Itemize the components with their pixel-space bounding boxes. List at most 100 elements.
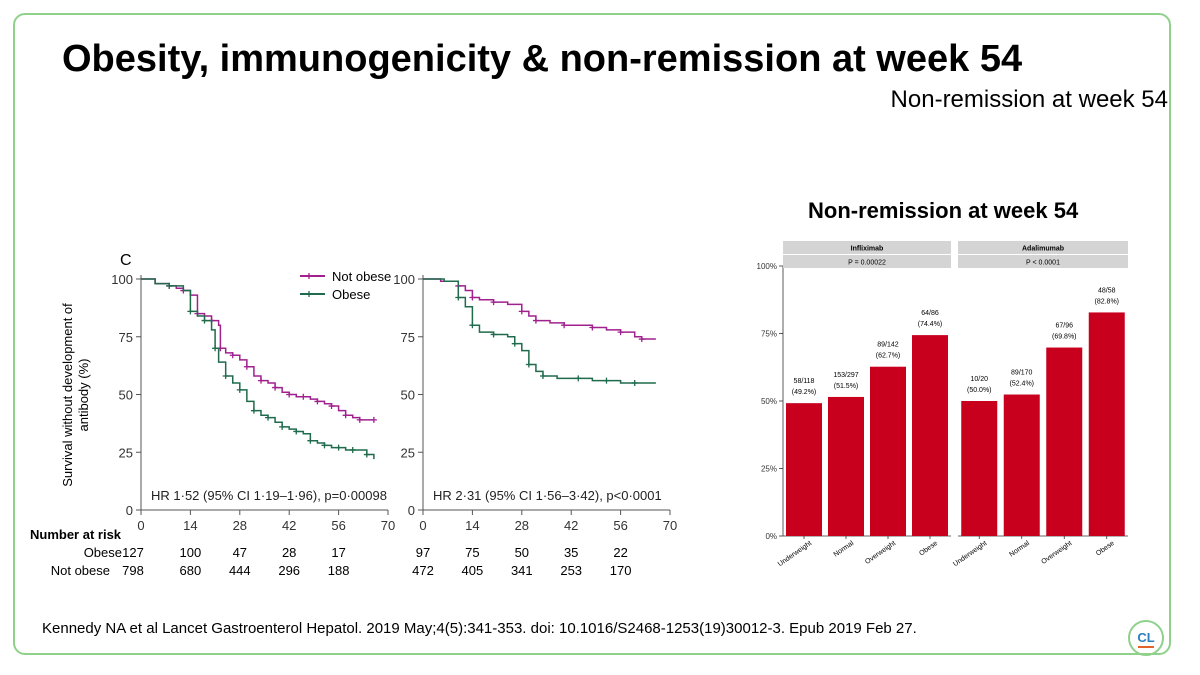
risk-not-obese: 798 (122, 563, 144, 578)
bar-x-tick-label: Underweight (952, 540, 988, 568)
censor-mark (356, 416, 363, 423)
x-tick-label: 70 (381, 518, 395, 533)
legend-label: Not obese (332, 269, 391, 284)
risk-obese: 127 (122, 545, 144, 560)
risk-obese: 47 (233, 545, 247, 560)
censor-mark (617, 329, 624, 336)
y-axis-label-line: antibody (%) (76, 359, 91, 432)
censor-mark (166, 282, 173, 289)
bar-count-label: 64/86 (921, 310, 939, 317)
risk-not-obese: 253 (560, 563, 582, 578)
censor-mark (638, 336, 645, 343)
censor-mark (363, 451, 370, 458)
x-tick-label: 28 (515, 518, 529, 533)
risk-obese: 35 (564, 545, 578, 560)
risk-not-obese: 170 (610, 563, 632, 578)
censor-mark (561, 322, 568, 329)
bar-count-label: 89/142 (877, 342, 899, 349)
censor-mark (187, 308, 194, 315)
x-tick-label: 0 (419, 518, 426, 533)
risk-not-obese: 188 (328, 563, 350, 578)
censor-mark (575, 375, 582, 382)
risk-obese: 28 (282, 545, 296, 560)
bar-x-tick-label: Overweight (864, 540, 897, 566)
facet-header-name (958, 241, 1128, 254)
bar-count-label: 58/118 (794, 378, 815, 385)
cl-logo: CL (1128, 620, 1164, 656)
y-tick-label: 75 (119, 330, 133, 345)
bar-pct-label: (49.2%) (792, 389, 817, 396)
bar-x-tick-label: Normal (1008, 540, 1031, 559)
risk-not-obese: 680 (180, 563, 202, 578)
y-tick-label: 50 (119, 388, 133, 403)
facet-name: Adalimumab (1022, 246, 1064, 253)
censor-mark (511, 340, 518, 347)
censor-mark (349, 446, 356, 453)
censor-mark (525, 361, 532, 368)
censor-mark (518, 308, 525, 315)
bar-x-tick-label: Obese (918, 540, 939, 558)
censor-mark (222, 373, 229, 380)
censor-mark (342, 412, 349, 419)
censor-mark (279, 423, 286, 430)
y-tick-label: 25 (401, 445, 415, 460)
y-tick-label: 0 (408, 503, 415, 518)
x-tick-label: 28 (233, 518, 247, 533)
bar-pct-label: (52.4%) (1009, 381, 1034, 388)
censor-mark (603, 377, 610, 384)
risk-not-obese: 444 (229, 563, 251, 578)
x-tick-label: 14 (183, 518, 197, 533)
censor-mark (250, 407, 257, 414)
bar-facet-adalimumab: Adalimumab P < 0.0001 10/20 (50.0%) Underwei… (952, 241, 1128, 568)
y-tick-label: 25 (119, 445, 133, 460)
censor-mark (229, 352, 236, 359)
bar-count-label: 89/170 (1011, 370, 1033, 377)
x-tick-label: 42 (282, 518, 296, 533)
x-tick-label: 0 (137, 518, 144, 533)
y-tick-label: 100 (393, 272, 415, 287)
bar-count-label: 10/20 (970, 376, 988, 383)
censor-mark (236, 386, 243, 393)
risk-not-obese: 341 (511, 563, 533, 578)
bar-x-tick-label: Overweight (1040, 540, 1073, 566)
bar-count-label: 153/297 (833, 372, 858, 379)
risk-table-title: Number at risk (30, 527, 122, 542)
bar-pct-label: (74.4%) (918, 321, 943, 328)
y-axis-label-line: Survival without development of (60, 303, 75, 487)
hr-annotation: HR 2·31 (95% CI 1·56–3·42), p<0·0001 (433, 488, 662, 503)
risk-obese: 75 (465, 545, 479, 560)
censor-mark (589, 324, 596, 331)
censor-mark (293, 428, 300, 435)
risk-obese: 22 (613, 545, 627, 560)
censor-mark (272, 384, 279, 391)
bar-chart: 0% 25% 50% 75% 100% Infliximab P = 0.00022 58/1… (757, 241, 1128, 568)
bar-chart-heading: Non-remission at week 54 (808, 198, 1079, 223)
facet-header-p (783, 255, 951, 268)
risk-row-label: Obese (84, 545, 122, 560)
bar-x-tick-label: Normal (833, 540, 856, 559)
facet-header-p (958, 255, 1128, 268)
x-tick-label: 56 (613, 518, 627, 533)
censor-mark (286, 391, 293, 398)
censor-mark (265, 414, 272, 421)
y-tick-label: 75 (401, 330, 415, 345)
km-legend: Not obese Obese (300, 269, 391, 302)
x-tick-label: 56 (331, 518, 345, 533)
censor-mark (201, 317, 208, 324)
censor-mark (370, 416, 377, 423)
censor-mark (469, 294, 476, 301)
bar-y-tick-label: 0% (765, 532, 777, 541)
bar-pct-label: (69.8%) (1052, 334, 1077, 341)
censor-mark (335, 444, 342, 451)
bar-count-label: 67/96 (1055, 323, 1073, 330)
km-panel-infliximab: 0 25 50 75 100 0 14 28 42 56 70 HR 1·52 (95% CI 1·1… (111, 272, 395, 578)
y-tick-label: 50 (401, 388, 415, 403)
risk-obese: 97 (416, 545, 430, 560)
bar (870, 366, 906, 536)
km-line-obese (141, 278, 375, 460)
km-line-obese (423, 278, 656, 384)
bar (961, 401, 998, 536)
slide-subtitle: Non-remission at week 54 (890, 86, 1168, 113)
censor-mark (455, 294, 462, 301)
legend-mark (306, 291, 312, 297)
